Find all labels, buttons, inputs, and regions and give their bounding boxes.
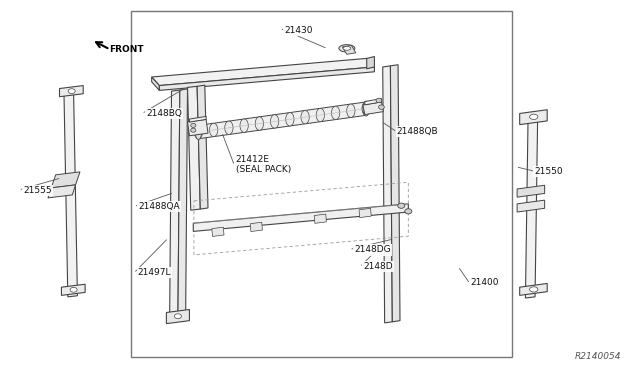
Ellipse shape (68, 89, 76, 94)
Ellipse shape (191, 124, 196, 127)
Ellipse shape (339, 45, 355, 52)
Polygon shape (189, 116, 206, 122)
Polygon shape (390, 65, 400, 322)
Polygon shape (152, 77, 159, 90)
Polygon shape (193, 204, 408, 231)
Ellipse shape (362, 102, 370, 115)
Polygon shape (48, 185, 76, 198)
Text: 21488QB: 21488QB (397, 127, 438, 136)
Text: 21497L: 21497L (138, 268, 171, 277)
Polygon shape (178, 89, 188, 321)
Ellipse shape (332, 106, 340, 119)
Ellipse shape (347, 104, 355, 118)
Text: 2148D: 2148D (364, 262, 393, 271)
Polygon shape (517, 185, 545, 197)
Ellipse shape (301, 110, 309, 124)
Ellipse shape (530, 287, 538, 292)
Ellipse shape (174, 314, 182, 318)
Polygon shape (250, 222, 262, 231)
Text: 2148BQ: 2148BQ (146, 109, 182, 118)
Text: FRONT: FRONT (109, 45, 143, 54)
Ellipse shape (70, 287, 77, 292)
Ellipse shape (271, 115, 279, 128)
Text: 2148DG: 2148DG (354, 246, 390, 254)
Ellipse shape (255, 117, 264, 130)
Polygon shape (166, 310, 189, 324)
Polygon shape (520, 110, 547, 125)
Polygon shape (170, 90, 180, 322)
Polygon shape (159, 67, 374, 90)
Polygon shape (64, 94, 77, 297)
Text: 21430: 21430 (284, 26, 313, 35)
Text: 21488QA: 21488QA (138, 202, 180, 211)
Polygon shape (342, 45, 356, 54)
Polygon shape (525, 121, 538, 298)
Text: R2140054: R2140054 (574, 352, 621, 361)
Ellipse shape (285, 113, 294, 126)
Polygon shape (152, 58, 374, 86)
Text: 21550: 21550 (534, 167, 563, 176)
Text: 21555: 21555 (23, 186, 52, 195)
Ellipse shape (405, 209, 412, 214)
Ellipse shape (530, 114, 538, 119)
Ellipse shape (376, 98, 381, 103)
Polygon shape (517, 200, 545, 212)
Ellipse shape (209, 123, 218, 137)
Ellipse shape (316, 108, 324, 122)
Ellipse shape (343, 46, 351, 50)
Ellipse shape (195, 125, 202, 139)
Polygon shape (51, 172, 80, 188)
Ellipse shape (363, 101, 369, 116)
Polygon shape (383, 66, 392, 323)
Polygon shape (520, 283, 547, 295)
Ellipse shape (195, 125, 202, 140)
Ellipse shape (191, 128, 196, 132)
Polygon shape (314, 214, 326, 223)
Polygon shape (60, 86, 83, 97)
Ellipse shape (240, 119, 248, 132)
Polygon shape (61, 284, 85, 295)
Text: 21400: 21400 (470, 278, 499, 287)
Polygon shape (197, 85, 208, 209)
Polygon shape (359, 208, 371, 218)
Text: 21412E
(SEAL PACK): 21412E (SEAL PACK) (236, 155, 291, 174)
Ellipse shape (379, 105, 384, 109)
Polygon shape (363, 102, 383, 115)
Ellipse shape (225, 121, 233, 135)
Ellipse shape (398, 203, 404, 208)
Polygon shape (188, 119, 208, 136)
Polygon shape (198, 102, 366, 139)
Polygon shape (367, 57, 374, 69)
Polygon shape (365, 99, 381, 105)
Polygon shape (188, 86, 200, 210)
Bar (131, 11, 512, 357)
Polygon shape (212, 227, 224, 237)
